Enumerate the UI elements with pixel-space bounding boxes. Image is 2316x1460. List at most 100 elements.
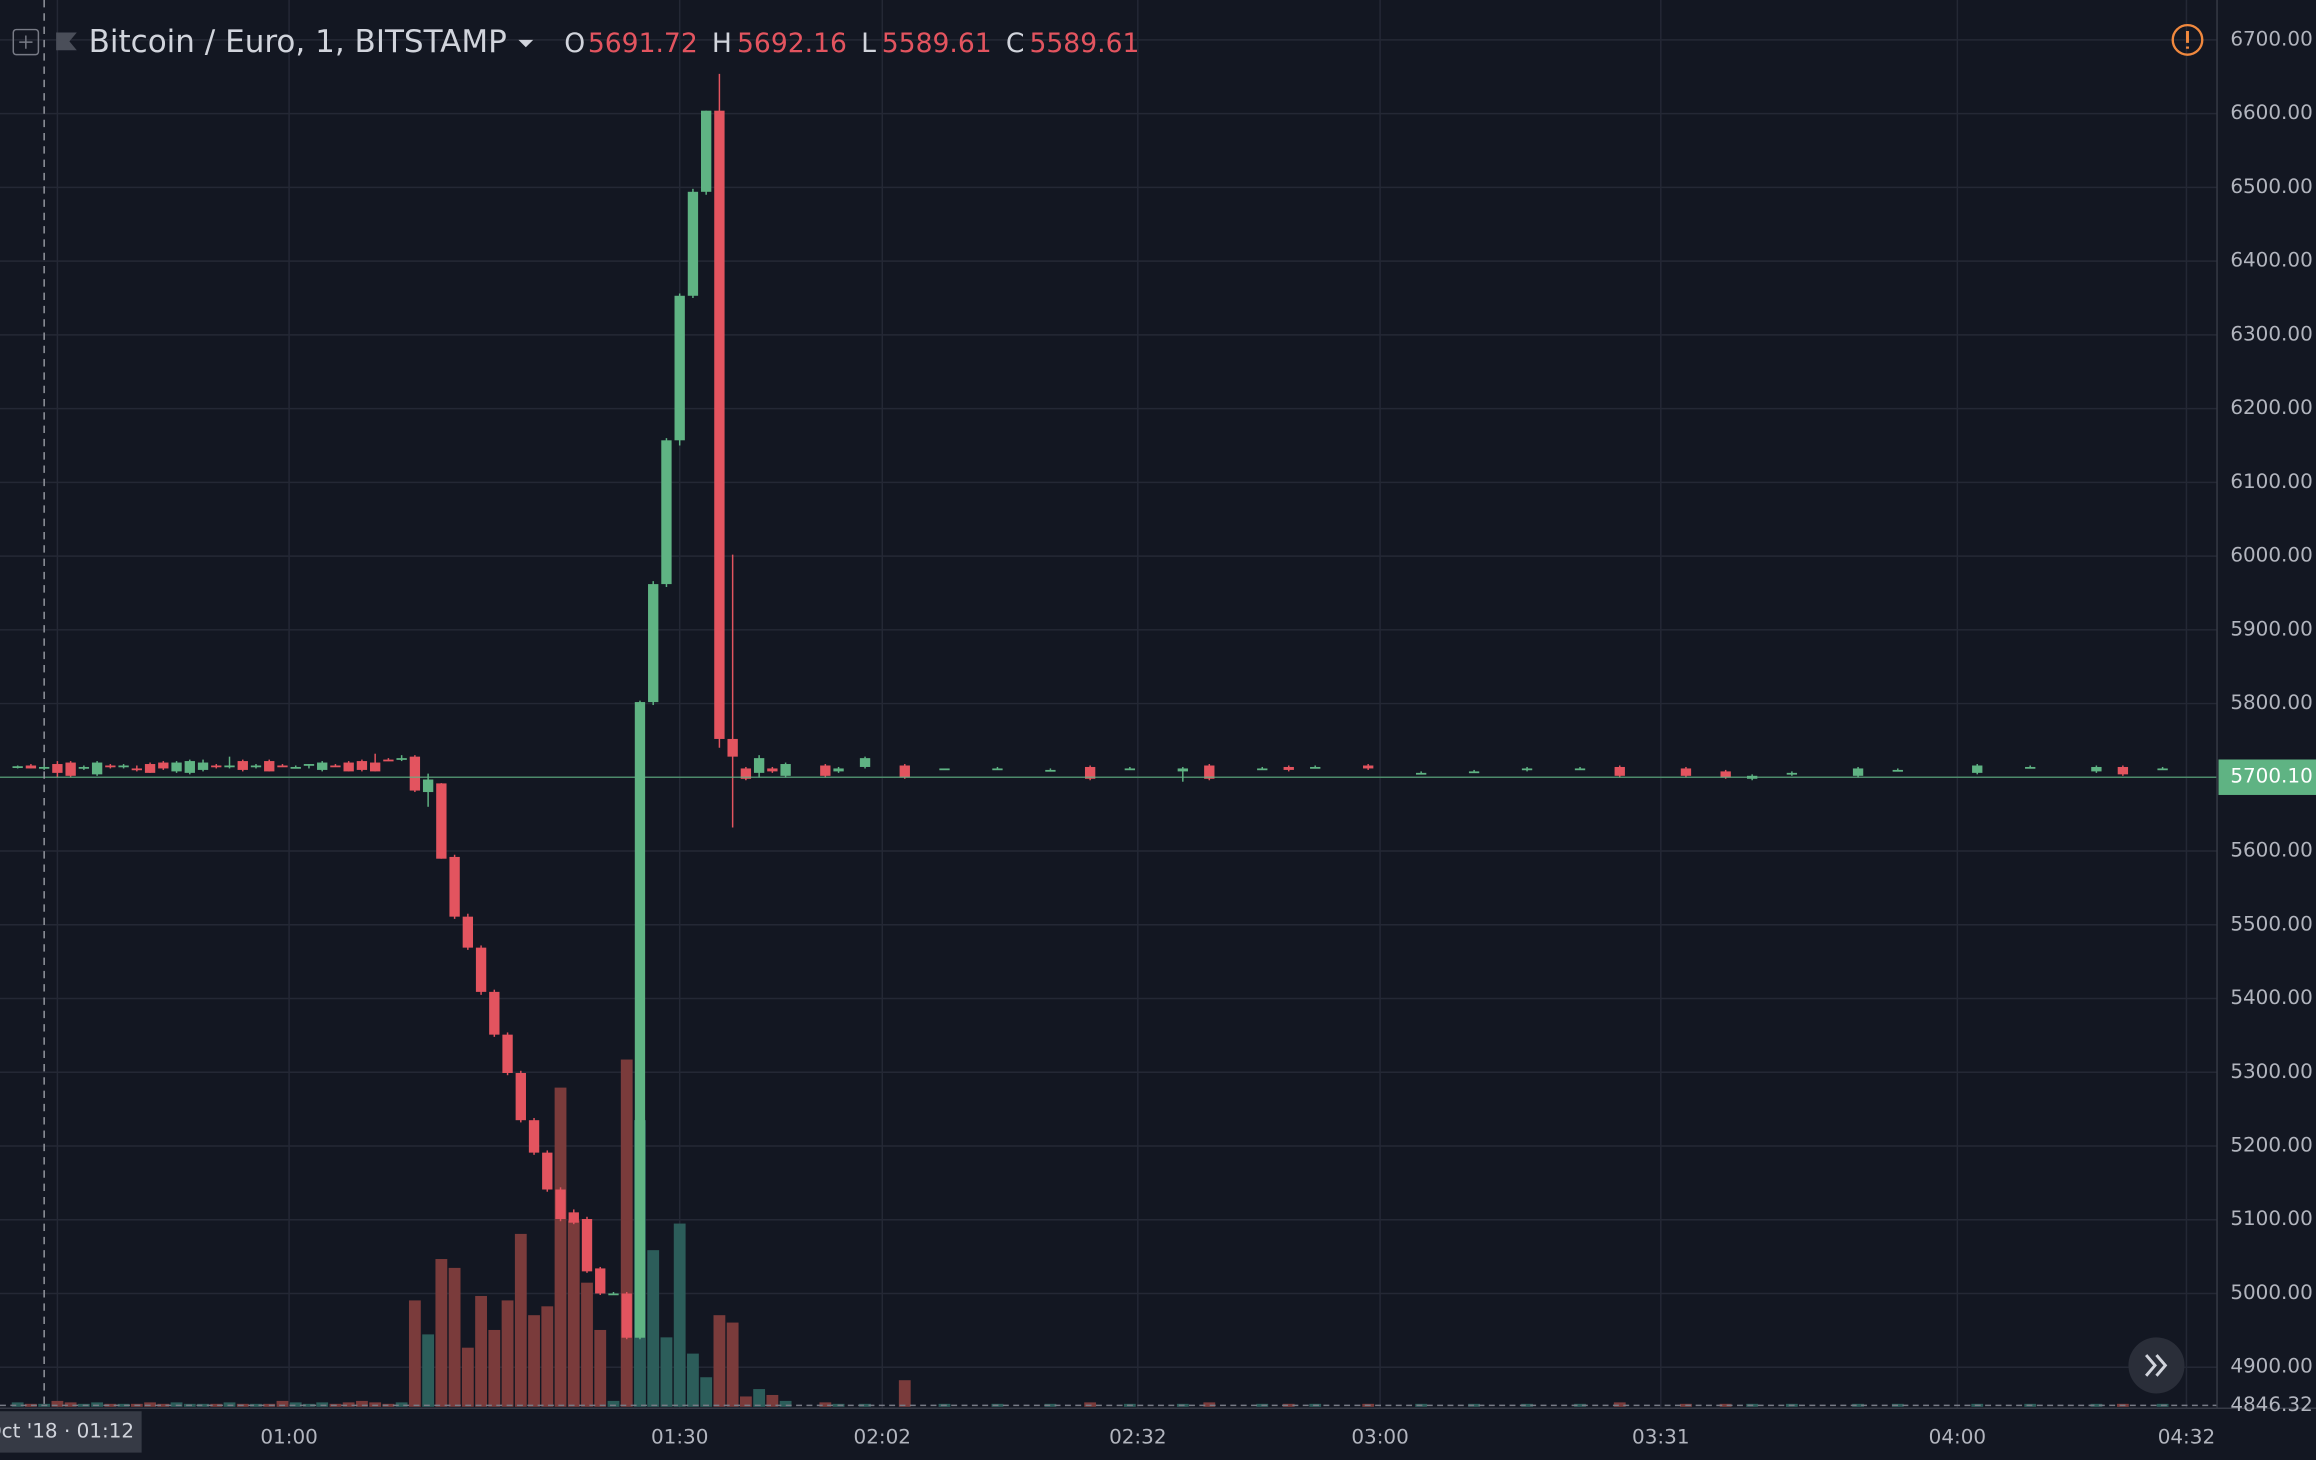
- candle-body: [277, 765, 288, 768]
- candle-body: [224, 765, 235, 768]
- volume-bar: [250, 1403, 262, 1407]
- add-icon[interactable]: [12, 28, 40, 56]
- candle-body: [700, 110, 712, 192]
- volume-bar: [210, 1403, 223, 1407]
- candle-body: [661, 440, 672, 585]
- volume-bar: [356, 1400, 368, 1407]
- volume-bar: [739, 1396, 752, 1407]
- volume-bar: [620, 1059, 633, 1407]
- candle-body: [422, 779, 434, 793]
- y-tick-label: 5100.00: [2230, 1206, 2312, 1230]
- candle-body: [859, 758, 871, 767]
- candle-body: [131, 768, 143, 771]
- candle-body: [621, 1293, 632, 1338]
- volume-bar: [1719, 1403, 1732, 1407]
- candle-body: [687, 191, 699, 296]
- candle-body: [303, 764, 315, 766]
- volume-bar: [567, 1220, 580, 1407]
- volume-bar: [422, 1334, 435, 1407]
- volume-bar: [144, 1402, 156, 1407]
- ohlc-value: 5691.72: [588, 28, 698, 59]
- candle-body: [992, 768, 1003, 771]
- candle-body: [1084, 766, 1096, 779]
- volume-bar: [1521, 1403, 1533, 1407]
- x-tick-label: 02:32: [1109, 1424, 1166, 1448]
- volume-bar: [607, 1400, 620, 1407]
- y-tick-label: 6100.00: [2230, 469, 2312, 493]
- price-layer: [0, 0, 2218, 1409]
- candle-body: [528, 1120, 540, 1153]
- candle-body: [184, 761, 195, 773]
- volume-bar: [660, 1337, 673, 1407]
- candle-body: [714, 110, 725, 739]
- candle-body: [462, 916, 474, 948]
- candle-body: [1786, 772, 1798, 775]
- candle-body: [740, 768, 752, 779]
- candle-body: [356, 761, 368, 770]
- candle-body: [330, 765, 341, 768]
- x-tick-label: 03:00: [1351, 1424, 1408, 1448]
- candle-body: [1415, 772, 1427, 775]
- candle-body: [290, 766, 301, 769]
- candle-body: [1720, 771, 1731, 778]
- x-tick-label: 01:00: [260, 1424, 317, 1448]
- symbol-dropdown[interactable]: [518, 39, 534, 48]
- candle-body: [52, 764, 63, 773]
- candle-body: [1124, 768, 1136, 771]
- y-tick-label: 6500.00: [2230, 174, 2312, 198]
- candle-body: [436, 783, 447, 859]
- volume-bar: [475, 1295, 487, 1407]
- volume-bar: [1044, 1403, 1057, 1407]
- volume-bar: [647, 1250, 660, 1407]
- flag-icon[interactable]: [56, 32, 77, 51]
- ohlc-value: 5589.61: [1029, 28, 1139, 59]
- volume-bar: [91, 1402, 104, 1407]
- alert-icon[interactable]: [2171, 23, 2204, 56]
- volume-bar: [488, 1329, 501, 1407]
- volume-bar: [276, 1400, 289, 1407]
- volume-bar: [687, 1353, 699, 1407]
- volume-bar: [408, 1300, 421, 1407]
- y-tick-label: 5400.00: [2230, 985, 2312, 1009]
- candle-body: [2157, 768, 2168, 771]
- volume-bar: [289, 1402, 302, 1407]
- candle-body: [1521, 768, 1533, 771]
- crosshair-label: 07 Oct '18 · 01:12: [0, 1418, 134, 1442]
- candle-body: [369, 762, 381, 772]
- y-tick-label: 6400.00: [2230, 248, 2312, 272]
- candle-body: [409, 756, 421, 791]
- candle-body: [753, 758, 765, 773]
- symbol-title[interactable]: Bitcoin / Euro, 1, BITSTAMP: [89, 24, 507, 60]
- candle-body: [197, 762, 209, 770]
- candle-body: [1204, 765, 1215, 779]
- candle-body: [820, 765, 831, 776]
- volume-bar: [395, 1402, 408, 1407]
- volume-bar: [197, 1403, 209, 1407]
- volume-bar: [1852, 1403, 1864, 1407]
- volume-bar: [448, 1267, 461, 1407]
- candle-body: [25, 765, 37, 769]
- candle-body: [264, 761, 275, 772]
- candle-body: [489, 991, 500, 1035]
- candle-body: [515, 1072, 526, 1121]
- volume-bar: [779, 1400, 792, 1407]
- volume-bar: [170, 1402, 183, 1407]
- candle-body: [250, 765, 262, 768]
- candle-body: [118, 765, 129, 768]
- volume-bar: [898, 1380, 911, 1407]
- y-tick-label: 5800.00: [2230, 690, 2312, 714]
- candle-body: [211, 765, 222, 768]
- volume-bar: [11, 1402, 24, 1407]
- candle-body: [542, 1152, 553, 1190]
- candle-body: [383, 759, 394, 762]
- candle-body: [2117, 766, 2129, 775]
- candle-body: [1177, 768, 1188, 772]
- ohlc-label: L: [861, 28, 876, 59]
- volume-bar: [673, 1223, 686, 1407]
- volume-bar: [1282, 1403, 1295, 1407]
- y-tick-label: 6700.00: [2230, 26, 2312, 50]
- y-tick-label: 6000.00: [2230, 543, 2312, 567]
- y-tick-label: 5900.00: [2230, 616, 2312, 640]
- crosshair-tag: [0, 1411, 142, 1453]
